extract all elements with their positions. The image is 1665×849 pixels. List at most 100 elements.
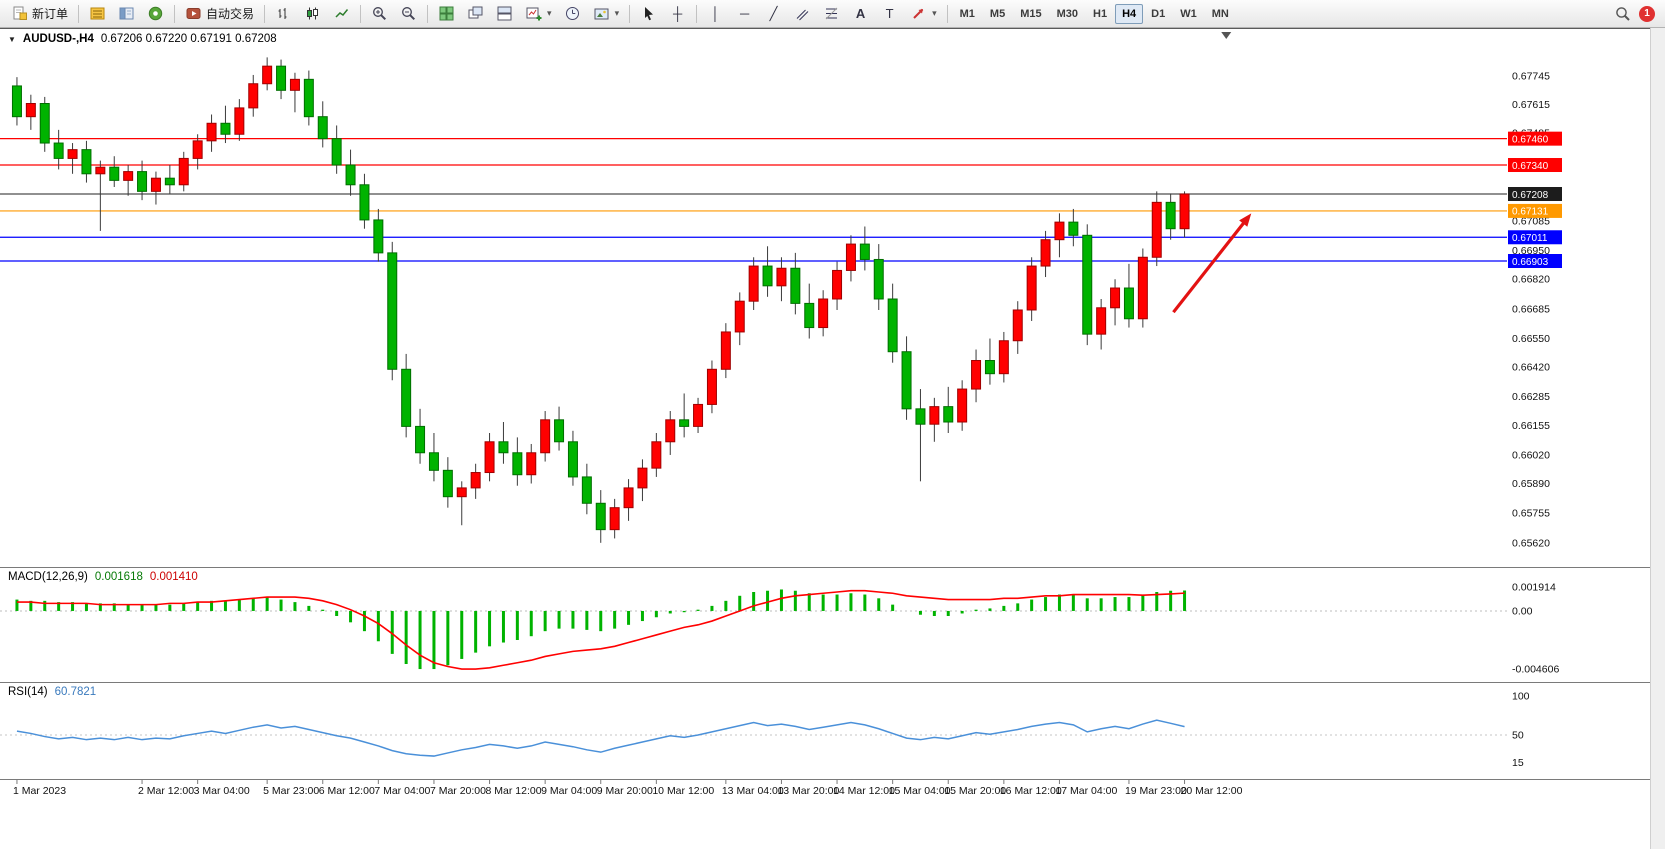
autotrading-button[interactable]: 自动交易 [180, 1, 259, 26]
search-icon[interactable] [1614, 5, 1631, 22]
market-watch-button[interactable] [84, 1, 111, 26]
new-order-button[interactable]: 新订单 [6, 1, 73, 26]
candle-bear [387, 252, 398, 370]
price-tag-text: 0.67011 [1512, 233, 1548, 244]
macd-axis-label: 0.00 [1512, 605, 1533, 617]
price-tag-0.67131 [1508, 203, 1562, 218]
clock-icon [564, 5, 581, 22]
arrange-windows-button[interactable] [491, 1, 518, 26]
candle-bear [401, 368, 412, 427]
time-axis-label: 13 Mar 20:00 [777, 785, 839, 797]
candle-bear [331, 138, 342, 166]
shapes-tool-button[interactable]: ▾ [905, 1, 942, 26]
rsi-axis-label: 15 [1512, 757, 1524, 769]
timeframe-button-m30[interactable]: M30 [1056, 7, 1078, 20]
text-tool-button[interactable]: A [847, 1, 874, 26]
candle-bull [150, 177, 161, 192]
candle-bull [234, 107, 245, 135]
timeframe-button-mn[interactable]: MN [1211, 7, 1229, 20]
timeframe-button-m1[interactable]: M1 [959, 7, 975, 20]
chart-shift-marker[interactable] [1221, 32, 1232, 39]
horizontal-line-tool-button[interactable]: ─ [731, 1, 758, 26]
price-tag-text: 0.67131 [1512, 207, 1549, 218]
price-axis-label: 0.66020 [1512, 449, 1550, 461]
timeframe-button-h4[interactable]: H4 [1115, 3, 1144, 24]
cascade-windows-button[interactable] [462, 1, 489, 26]
price-tag-0.67340 [1508, 158, 1562, 173]
candle-bear [11, 85, 22, 118]
community-button[interactable] [142, 1, 169, 26]
autotrading-icon [185, 5, 202, 22]
price-tag-text: 0.67208 [1512, 190, 1549, 201]
toolbar-separator [427, 4, 429, 23]
candle-bear [943, 406, 954, 423]
zoom-in-button[interactable] [366, 1, 393, 26]
chart-canvas[interactable]: 0.677450.676150.674850.673550.672200.670… [0, 28, 1665, 849]
candle-bear [345, 164, 356, 186]
timeframe-switcher: M1 M5 M15 M30 H1 H4 D1 W1 MN [953, 3, 1236, 24]
label-icon: T [885, 6, 894, 21]
arrow-shape-icon [910, 5, 927, 22]
toolbar-separator [946, 4, 948, 23]
chart-collapse-icon[interactable]: ▼ [8, 34, 16, 44]
candle-bull [1179, 193, 1190, 230]
candle-bull [526, 452, 537, 476]
period-button[interactable] [559, 1, 586, 26]
candle-bear [428, 452, 439, 471]
timeframe-button-m15[interactable]: M15 [1020, 7, 1042, 20]
market-watch-icon [89, 5, 106, 22]
candlestick-mode-button[interactable] [299, 1, 326, 26]
price-axis-label: 0.66685 [1512, 303, 1550, 315]
candle-bear [512, 452, 523, 476]
tile-windows-button[interactable] [433, 1, 460, 26]
text-icon: A [855, 6, 866, 21]
price-tag-0.67208 [1508, 187, 1562, 202]
zoom-in-icon [371, 5, 388, 22]
scrollbar[interactable] [1650, 28, 1665, 849]
navigator-button[interactable] [113, 1, 140, 26]
crosshair-tool-button[interactable]: ┼ [664, 1, 691, 26]
candle-bear [762, 265, 773, 287]
candle-bear [873, 258, 884, 300]
toolbar-separator [174, 4, 176, 23]
timeframe-button-w1[interactable]: W1 [1180, 7, 1197, 20]
candle-bull [262, 65, 273, 85]
new-chart-caret-icon: ▾ [547, 8, 552, 18]
candle-bear [1123, 287, 1134, 320]
time-axis-label: 16 Mar 12:00 [1000, 785, 1062, 797]
candle-bear [373, 219, 384, 254]
timeframe-button-h1[interactable]: H1 [1093, 7, 1108, 20]
template-button[interactable]: ▾ [588, 1, 625, 26]
symbol-title: AUDUSD-,H4 [22, 33, 94, 45]
candle-bull [484, 441, 495, 474]
price-axis-label: 0.67085 [1512, 216, 1550, 228]
toolbar-separator [629, 4, 631, 23]
candle-bear [442, 469, 453, 498]
zoom-out-button[interactable] [395, 1, 422, 26]
fibonacci-tool-button[interactable] [818, 1, 845, 26]
candle-bull [1040, 239, 1051, 267]
line-chart-mode-button[interactable] [328, 1, 355, 26]
template-caret-icon: ▾ [614, 8, 620, 18]
label-tool-button[interactable]: T [876, 1, 903, 26]
timeframe-button-m5[interactable]: M5 [989, 7, 1006, 20]
channel-tool-button[interactable] [789, 1, 816, 26]
toolbar-separator [360, 4, 362, 23]
vertical-line-tool-button[interactable]: │ [702, 1, 729, 26]
time-axis-label: 13 Mar 04:00 [722, 785, 784, 797]
cursor-tool-button[interactable] [635, 1, 662, 26]
candle-bull [470, 472, 481, 489]
trendline-tool-button[interactable]: ╱ [760, 1, 787, 26]
notification-badge[interactable]: 1 [1639, 5, 1655, 22]
price-axis-label: 0.66420 [1512, 362, 1550, 374]
timeframe-button-d1[interactable]: D1 [1151, 7, 1166, 20]
time-axis-label: 7 Mar 04:00 [374, 785, 430, 797]
candle-bull [957, 388, 968, 423]
candle-bull [289, 78, 300, 91]
arrow-annotation[interactable] [1172, 218, 1248, 314]
bar-chart-mode-button[interactable] [270, 1, 297, 26]
price-axis-label: 0.67745 [1512, 71, 1550, 83]
new-chart-button[interactable]: ▾ [520, 1, 557, 26]
rsi-axis-label: 100 [1512, 691, 1530, 703]
candle-bear [804, 302, 815, 329]
